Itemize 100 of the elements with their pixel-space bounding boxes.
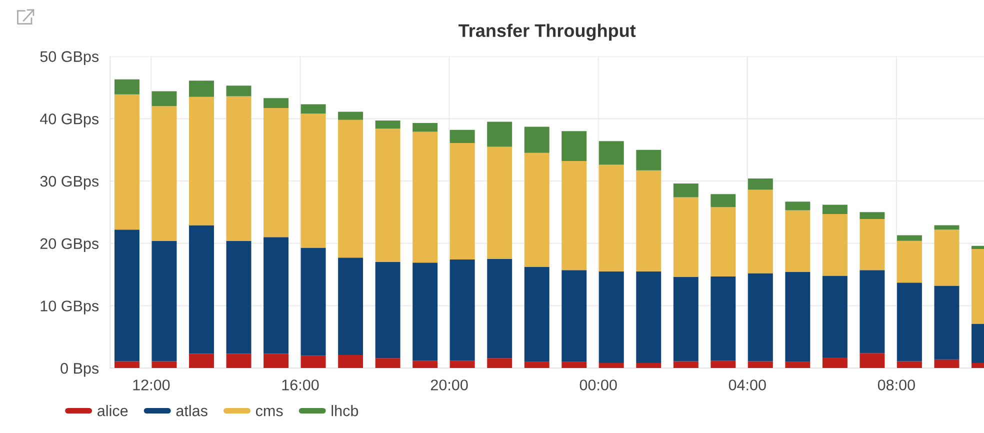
bar [338, 258, 364, 355]
bar [822, 357, 848, 368]
bar [748, 273, 773, 362]
bar [748, 190, 773, 274]
bar [487, 258, 512, 358]
bar [598, 271, 624, 364]
bar [636, 170, 662, 272]
bar [152, 240, 177, 362]
bar [598, 141, 624, 165]
bar [226, 240, 252, 354]
bar [300, 104, 326, 114]
bar [375, 358, 400, 368]
legend-label: alice [98, 405, 128, 416]
y-tick-label: 40 GBps [40, 114, 99, 128]
bar [375, 128, 400, 262]
bar [487, 146, 512, 259]
bar [152, 91, 177, 106]
bar [338, 120, 364, 258]
bar [264, 354, 289, 368]
bar [114, 94, 140, 230]
bar [785, 362, 810, 368]
bar [636, 271, 662, 364]
bar [934, 230, 960, 286]
bar [673, 277, 698, 362]
bar [896, 240, 922, 283]
bar [189, 225, 214, 354]
x-tick-label: 12:00 [133, 380, 170, 390]
y-tick-label: 10 GBps [40, 300, 99, 314]
bar [562, 362, 587, 368]
bar [710, 360, 736, 368]
bar [636, 150, 662, 170]
bar [450, 142, 475, 260]
bar [673, 361, 698, 368]
bar [896, 235, 922, 241]
bar [524, 267, 550, 362]
bar [562, 270, 587, 362]
bar [300, 356, 326, 368]
bar [412, 132, 438, 263]
bar [338, 112, 364, 120]
bar [524, 152, 550, 268]
bar [114, 79, 140, 94]
bar [896, 282, 922, 362]
bar [673, 197, 698, 278]
bar [710, 194, 736, 208]
bar [412, 360, 438, 368]
bar [524, 126, 550, 153]
bar [785, 272, 810, 362]
bar [487, 358, 512, 368]
bar [785, 202, 810, 210]
bar [264, 108, 289, 238]
y-tick-label: 20 GBps [40, 238, 99, 252]
legend-label: lhcb [332, 405, 358, 416]
bar [598, 363, 624, 368]
y-tick-label: 30 GBps [40, 176, 99, 190]
bar [598, 164, 624, 272]
bar [114, 361, 140, 368]
bar [226, 96, 252, 241]
bar [748, 178, 773, 190]
bar [226, 86, 252, 96]
bar [860, 212, 885, 220]
y-tick-label: 0 Bps [60, 362, 99, 377]
bar [189, 354, 214, 368]
bar [934, 225, 960, 230]
bar [562, 161, 587, 270]
legend-label: cms [256, 408, 283, 416]
bar [822, 276, 848, 358]
bar [524, 362, 550, 368]
legend-label: atlas [176, 405, 208, 416]
bar [375, 262, 400, 358]
bar [748, 361, 773, 368]
x-tick-label: 08:00 [878, 380, 915, 390]
bar [934, 286, 960, 360]
bar [710, 207, 736, 276]
bar [860, 219, 885, 270]
bar [152, 361, 177, 368]
bar [450, 260, 475, 361]
bar [450, 360, 475, 368]
bar [710, 276, 736, 361]
bar [152, 106, 177, 241]
bar [860, 270, 885, 354]
x-tick-label: 04:00 [728, 380, 766, 390]
x-tick-label: 00:00 [580, 380, 617, 390]
bar [300, 248, 326, 356]
bar [934, 359, 960, 368]
chart-title: Transfer Throughput [458, 24, 636, 41]
bar [300, 114, 326, 248]
bar [822, 214, 848, 276]
bar [896, 361, 922, 368]
x-tick-label: 16:00 [282, 380, 319, 390]
bar [114, 230, 140, 362]
bar [562, 131, 587, 162]
bar [338, 354, 364, 368]
bar [375, 120, 400, 129]
bar [189, 80, 214, 97]
bar [189, 96, 214, 226]
x-tick-label: 20:00 [430, 380, 468, 390]
y-tick-label: 50 GBps [40, 51, 99, 65]
bar [673, 183, 698, 198]
bar [264, 237, 289, 354]
bar [822, 204, 848, 214]
